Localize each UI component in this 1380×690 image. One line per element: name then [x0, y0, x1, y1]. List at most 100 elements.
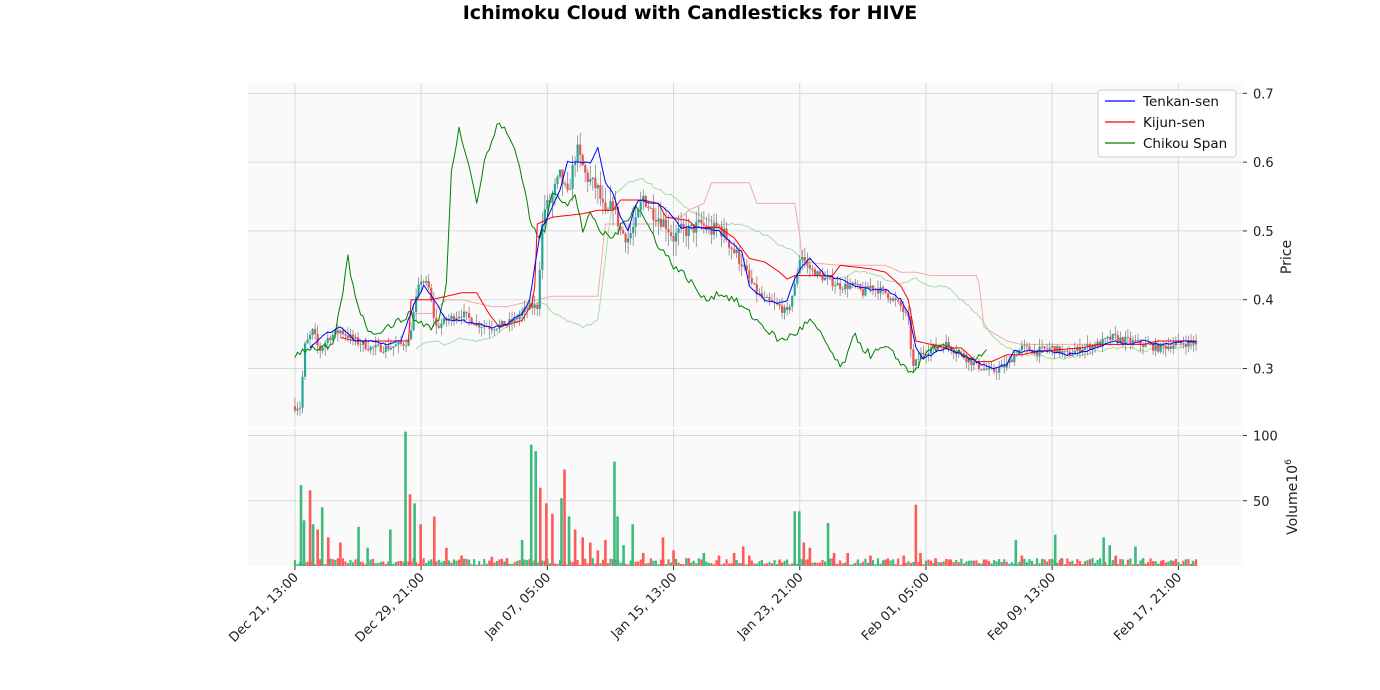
volume-bar [1102, 537, 1105, 566]
candle-body [637, 210, 640, 218]
volume-bar [366, 547, 369, 566]
candle-body [889, 298, 892, 301]
candle-body [851, 282, 854, 285]
volume-bar [377, 562, 380, 566]
candle-body [664, 219, 668, 229]
candle-body [801, 256, 804, 261]
volume-bar [369, 559, 372, 566]
price-tick-label: 0.6 [1253, 156, 1274, 171]
candle-body [490, 328, 493, 331]
candle-body [987, 367, 991, 370]
volume-bar [869, 555, 872, 566]
volume-bar [773, 560, 776, 566]
candle-body [745, 265, 748, 271]
candle-body [500, 320, 504, 325]
volume-bar [586, 563, 589, 566]
candle-body [1131, 340, 1135, 343]
candle-body [293, 406, 297, 411]
volume-bar [505, 558, 509, 566]
candle-body [985, 368, 988, 370]
volume-bar [707, 562, 711, 566]
volume-bar [738, 562, 741, 566]
candle-body [710, 226, 713, 235]
candle-body [854, 282, 857, 285]
candle-body [1136, 340, 1140, 342]
candle-body [982, 368, 986, 370]
volume-bar [1136, 564, 1140, 566]
candle-body [722, 228, 726, 237]
volume-bar [611, 558, 615, 566]
candle-body [662, 219, 665, 227]
volume-bar [914, 504, 918, 566]
volume-bar [826, 522, 830, 566]
volume-bar [354, 559, 357, 566]
x-tick-label: Jan 23, 21:00 [734, 570, 806, 642]
candlesticks [293, 132, 1198, 416]
volume-bar [1071, 560, 1074, 566]
volume-bar [1174, 558, 1177, 566]
volume-bar [604, 539, 607, 566]
volume-bar [839, 560, 842, 566]
volume-bar [1035, 558, 1039, 566]
volume-bar [606, 563, 610, 566]
volume-bar [408, 494, 412, 566]
candle-body [311, 329, 314, 335]
volume-bar [692, 560, 695, 566]
volume-bar [1005, 561, 1008, 566]
volume-bar [1159, 560, 1163, 566]
candle-body [399, 341, 403, 344]
candle-body [849, 284, 852, 289]
volume-bar [616, 516, 619, 566]
volume-bar [460, 555, 463, 566]
indicator-lines [294, 122, 1197, 373]
candle-body [808, 264, 811, 269]
candle-body [871, 285, 875, 290]
volume-bar [346, 563, 350, 566]
volume-bar [884, 559, 887, 566]
candle-body [609, 201, 612, 210]
volume-bar [927, 559, 930, 566]
candle-body [584, 165, 587, 173]
candle-body [460, 316, 463, 318]
volume-bar [331, 559, 334, 566]
volume-bar [654, 560, 657, 566]
volume-bar [859, 563, 862, 566]
volume-bar [308, 490, 312, 566]
volume-bar [712, 564, 716, 566]
candle-body [624, 233, 627, 243]
candle-body [1129, 337, 1132, 343]
candle-body [553, 184, 557, 195]
candle-body [828, 277, 832, 279]
volume-bar [917, 562, 920, 566]
candle-body [604, 202, 607, 211]
volume-bar [470, 564, 473, 566]
volume-bar [402, 561, 405, 566]
volume-bar [1056, 562, 1059, 566]
candle-body [1134, 340, 1137, 342]
volume-bar [818, 562, 822, 566]
candle-body [1020, 345, 1023, 350]
volume-bar [442, 560, 445, 566]
x-tick-label: Jan 15, 13:00 [608, 570, 680, 642]
candle-body [980, 368, 983, 370]
volume-bar [778, 559, 781, 566]
candle-body [667, 228, 670, 233]
volume-bar [1149, 558, 1152, 566]
volume-bar [1068, 561, 1071, 566]
candle-body [685, 227, 688, 237]
volume-bar [732, 552, 736, 566]
candle-body [440, 323, 443, 328]
volume-bar [922, 564, 925, 566]
volume-bar [1000, 562, 1003, 566]
volume-bar [987, 561, 991, 566]
candle-body [922, 352, 925, 355]
volume-bar [1177, 562, 1180, 566]
candle-body [786, 307, 789, 310]
candle-body [589, 179, 592, 182]
volume-bar [1008, 563, 1011, 566]
candle-body [404, 345, 408, 347]
volume-bar [422, 558, 425, 566]
volume-bar [780, 562, 784, 566]
candle-body [599, 185, 602, 199]
volume-bar [538, 487, 542, 566]
